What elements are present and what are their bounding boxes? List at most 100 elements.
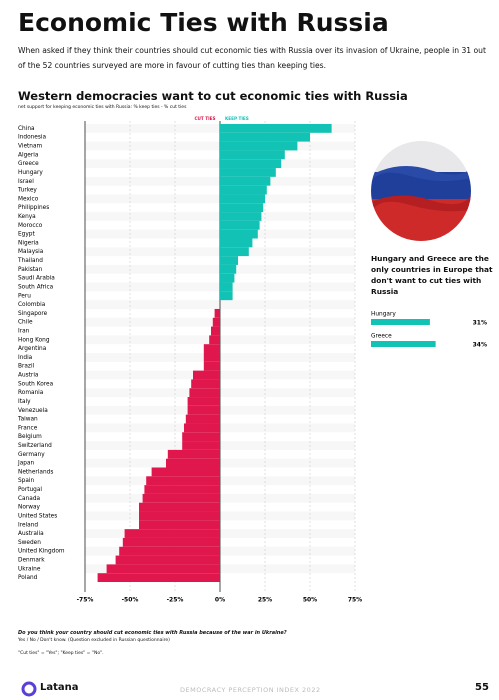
x-tick-label: -75% (77, 597, 94, 604)
bar (212, 317, 220, 327)
category-label: Chile (18, 320, 33, 326)
bar (144, 485, 220, 494)
category-label: Canada (18, 496, 41, 502)
category-label: Hungary (18, 170, 43, 176)
category-label: Israel (18, 179, 34, 185)
bar (220, 159, 282, 169)
answers: Yes / No / Don't know. (Question exclude… (18, 638, 170, 643)
bar (119, 546, 220, 556)
bar (214, 308, 220, 318)
bar (139, 520, 220, 530)
legend-label: KEEP TIES (225, 116, 249, 121)
bar (220, 273, 235, 283)
chart-title: Western democracies want to cut economic… (18, 89, 408, 103)
report-name: DEMOCRACY PERCEPTION INDEX 2022 (180, 686, 321, 694)
category-label: Venezuela (18, 408, 48, 414)
category-label: United States (18, 513, 57, 519)
category-label: Nigeria (18, 240, 39, 246)
category-label: United Kingdom (18, 549, 65, 555)
category-label: Singapore (18, 311, 48, 317)
category-label: Morocco (18, 223, 43, 229)
category-label: Malaysia (18, 249, 44, 255)
chart-subtitle: net support for keeping economic ties wi… (18, 105, 187, 110)
bar (220, 185, 267, 195)
category-label: Belgium (18, 434, 42, 440)
bar (185, 414, 220, 424)
category-label: Indonesia (18, 135, 46, 141)
bar (142, 493, 220, 503)
bar (146, 476, 220, 486)
bar (166, 458, 220, 468)
category-label: Peru (18, 293, 31, 299)
bar (203, 361, 220, 371)
category-label: Sweden (18, 540, 41, 546)
category-label: Austria (18, 373, 39, 379)
bar (193, 370, 220, 380)
category-label: Argentina (18, 346, 47, 352)
bar (184, 423, 220, 433)
category-label: Greece (18, 161, 39, 167)
x-tick-label: 0% (215, 597, 225, 604)
bar (220, 176, 271, 186)
bar (189, 388, 220, 398)
bar (220, 203, 264, 213)
bar (220, 132, 310, 142)
category-label: Vietnam (18, 144, 43, 150)
bar (220, 212, 262, 221)
x-tick-label: -25% (167, 597, 184, 604)
category-label: Netherlands (18, 469, 53, 475)
category-label: Hong Kong (18, 337, 50, 343)
category-label: Pakistan (18, 267, 43, 273)
bar (139, 511, 220, 521)
category-label: Japan (17, 461, 34, 467)
brand: Latana (40, 682, 79, 693)
side-heading: Hungary and Greece are the only countrie… (371, 254, 493, 296)
bar (220, 168, 276, 177)
category-label: Egypt (18, 232, 35, 238)
bar (220, 150, 285, 160)
bar (220, 141, 298, 151)
bar (187, 405, 220, 415)
value-label: 31% (473, 320, 487, 327)
bar (220, 238, 253, 248)
category-label: Taiwan (17, 417, 38, 423)
intro: When asked if they think their countries… (18, 46, 486, 70)
bar (115, 555, 220, 565)
category-label: Brazil (18, 364, 35, 370)
bar (220, 264, 237, 274)
bar (371, 341, 436, 347)
bar (371, 319, 430, 325)
legend-label: CUT TIES (194, 116, 215, 121)
bar (220, 229, 258, 239)
category-label: South Korea (18, 381, 54, 387)
page-title: Economic Ties with Russia (18, 8, 389, 37)
category-label: Saudi Arabia (18, 276, 55, 282)
bar (220, 194, 265, 204)
category-label: Kenya (18, 214, 36, 220)
page-number: 55 (475, 682, 489, 693)
bar (220, 291, 233, 301)
bar (124, 529, 220, 538)
bar (220, 256, 238, 265)
bar (139, 502, 220, 512)
bar (167, 449, 220, 459)
bar (151, 467, 220, 477)
value-label: 34% (473, 342, 487, 349)
bar (220, 247, 249, 257)
x-tick-label: -50% (122, 597, 139, 604)
bar (209, 335, 220, 345)
category-label: India (18, 355, 33, 361)
category-label: China (18, 126, 35, 132)
bar (187, 397, 220, 406)
category-label: Ukraine (18, 566, 41, 572)
category-label: Hungary (371, 312, 396, 318)
brand-logo (21, 681, 37, 697)
category-label: Romania (18, 390, 44, 396)
bar (182, 441, 220, 450)
category-label: Thailand (17, 258, 43, 264)
category-label: South Africa (18, 284, 54, 290)
category-label: Germany (18, 452, 45, 458)
x-tick-label: 25% (258, 597, 272, 604)
